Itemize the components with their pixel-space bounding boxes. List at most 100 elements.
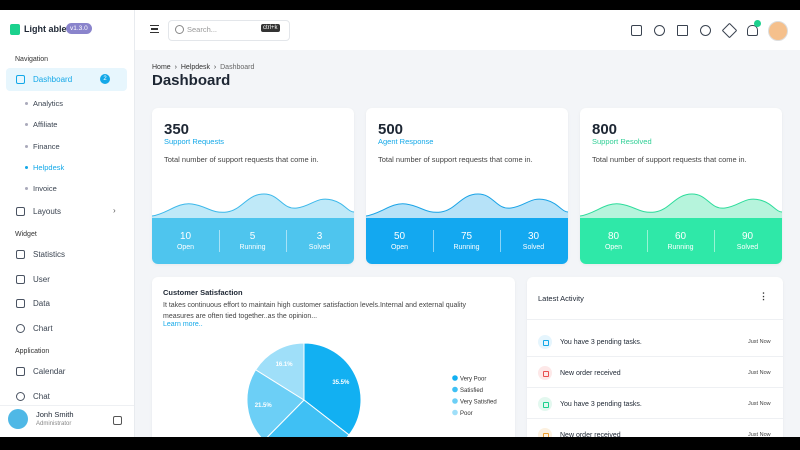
activity-text: New order received <box>560 370 621 377</box>
sparkline-line <box>580 193 782 217</box>
pie-slice <box>254 342 305 401</box>
stats-bar: 50 Open 75 Running 30 Solved <box>366 218 568 264</box>
stat-value: 5 <box>249 231 256 242</box>
nav-item[interactable]: User <box>33 275 50 284</box>
sub-item[interactable]: Finance <box>33 142 60 151</box>
user-role: Administrator <box>36 421 72 427</box>
nav-item[interactable]: Data <box>33 299 50 308</box>
crumb[interactable]: Helpdesk <box>180 64 210 71</box>
avatar <box>8 409 28 429</box>
activity-time: Just Now <box>748 432 771 437</box>
header: Search... ctrl+k <box>135 10 800 50</box>
menu-icon[interactable] <box>150 25 159 33</box>
nav-heading: Navigation <box>15 56 49 63</box>
sub-item[interactable]: Helpdesk <box>33 163 65 172</box>
stats-bar: 80 Open 60 Running 90 Solved <box>580 218 782 264</box>
card-description: Total number of support requests that co… <box>164 155 319 164</box>
activity-icon-glyph <box>543 402 549 408</box>
sub-dot <box>25 123 28 126</box>
stat-value: 50 <box>393 231 406 242</box>
icon <box>16 392 25 401</box>
sparkline-line <box>366 193 568 217</box>
activity-icon <box>538 428 552 437</box>
stat-label: Open <box>390 244 409 251</box>
stat-label: Solved <box>522 244 545 251</box>
divider <box>527 418 783 419</box>
slice-label: 35.5% <box>332 380 350 386</box>
stat-card: 500 Agent Response Total number of support… <box>366 108 568 264</box>
nav-heading: Widget <box>15 231 37 238</box>
activity-text: New order received <box>560 432 621 437</box>
icon <box>16 250 25 259</box>
card-value: 350 <box>164 121 190 138</box>
activity-time: Just Now <box>748 401 771 407</box>
stat-value: 90 <box>741 231 754 242</box>
pie-slice <box>303 342 362 436</box>
stat-label: Open <box>176 244 195 251</box>
sparkline <box>366 193 568 219</box>
brand-name: Light able <box>24 24 67 34</box>
sub-item[interactable]: Analytics <box>33 99 64 108</box>
chevron: › <box>113 206 116 215</box>
stat-value: 60 <box>674 231 687 242</box>
theme-icon[interactable] <box>654 25 665 36</box>
sparkline-area <box>580 194 782 219</box>
card-title: Latest Activity <box>538 294 584 303</box>
stat-divider <box>433 230 434 252</box>
settings-icon[interactable] <box>700 25 711 36</box>
sparkline-line <box>152 193 354 217</box>
search-box[interactable] <box>168 20 290 41</box>
stat-divider <box>647 230 648 252</box>
card-label: Support Requests <box>164 137 225 146</box>
sub-dot <box>25 166 28 169</box>
sub-item[interactable]: Affiliate <box>33 120 58 129</box>
apps-icon[interactable] <box>631 25 642 36</box>
nav-item[interactable]: Chart <box>33 324 53 333</box>
nav-item[interactable]: Dashboard <box>33 75 73 84</box>
learn-more[interactable]: Learn more.. <box>163 321 203 328</box>
active-bg <box>6 68 127 91</box>
bell-icon[interactable] <box>747 25 758 36</box>
avatar[interactable] <box>768 21 788 41</box>
crumb[interactable]: Home <box>152 64 171 71</box>
activity-icon-glyph <box>543 340 549 346</box>
sparkline <box>580 193 782 219</box>
sub-dot <box>25 187 28 190</box>
activity-text: You have 3 pending tasks. <box>560 339 642 346</box>
settings-icon[interactable] <box>113 416 122 425</box>
nav-item[interactable]: Layouts <box>33 207 62 216</box>
stat-card: 350 Support Requests Total number of suppo… <box>152 108 354 264</box>
icon <box>16 367 25 376</box>
nav-item[interactable]: Statistics <box>33 250 66 259</box>
legend-swatch <box>452 398 458 404</box>
divider <box>527 356 783 357</box>
activity-icon-glyph <box>543 371 549 377</box>
card-value: 800 <box>592 121 618 138</box>
legend-label: Very Satisfied <box>460 400 497 406</box>
card-label: Agent Response <box>378 137 434 146</box>
sparkline <box>152 193 354 219</box>
card-title: Customer Satisfaction <box>163 288 243 297</box>
stat-value: 80 <box>607 231 620 242</box>
nav-item[interactable]: Calendar <box>33 367 66 376</box>
sparkline-area <box>366 194 568 219</box>
menu-icon <box>151 28 158 30</box>
more-icon[interactable]: ⋮ <box>759 291 768 301</box>
activity-card: Latest Activity ⋮ You have 3 pending tas… <box>527 277 783 437</box>
slice-label: 21.5% <box>255 403 273 409</box>
stat-label: Running <box>239 244 266 251</box>
nav-item[interactable]: Chat <box>33 392 50 401</box>
stat-divider <box>219 230 220 252</box>
legend-swatch <box>452 409 458 416</box>
language-icon[interactable] <box>677 25 688 36</box>
sub-item[interactable]: Invoice <box>33 184 57 193</box>
legend-label: Very Poor <box>460 377 486 383</box>
stat-label: Running <box>667 244 694 251</box>
search-placeholder: Search... <box>187 25 218 34</box>
plugin-icon[interactable] <box>721 22 738 39</box>
card-description: Total number of support requests that co… <box>592 155 747 164</box>
badge: 2 <box>100 74 110 84</box>
legend-swatch <box>452 375 458 381</box>
